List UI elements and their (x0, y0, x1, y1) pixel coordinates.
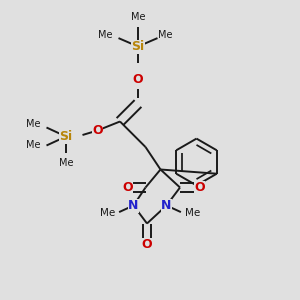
Text: O: O (133, 73, 143, 86)
Text: Si: Si (59, 130, 73, 143)
Text: Me: Me (98, 30, 112, 40)
Text: Me: Me (158, 30, 173, 40)
Text: Me: Me (100, 208, 115, 218)
Text: N: N (161, 199, 172, 212)
Text: O: O (142, 238, 152, 251)
Text: Me: Me (59, 158, 73, 168)
Text: Me: Me (26, 140, 40, 151)
Text: Si: Si (131, 40, 145, 53)
Text: O: O (194, 181, 205, 194)
Text: Me: Me (185, 208, 200, 218)
Text: O: O (92, 124, 103, 137)
Text: N: N (128, 199, 139, 212)
Text: Me: Me (131, 12, 145, 22)
Text: O: O (122, 181, 133, 194)
Text: Me: Me (26, 119, 40, 130)
